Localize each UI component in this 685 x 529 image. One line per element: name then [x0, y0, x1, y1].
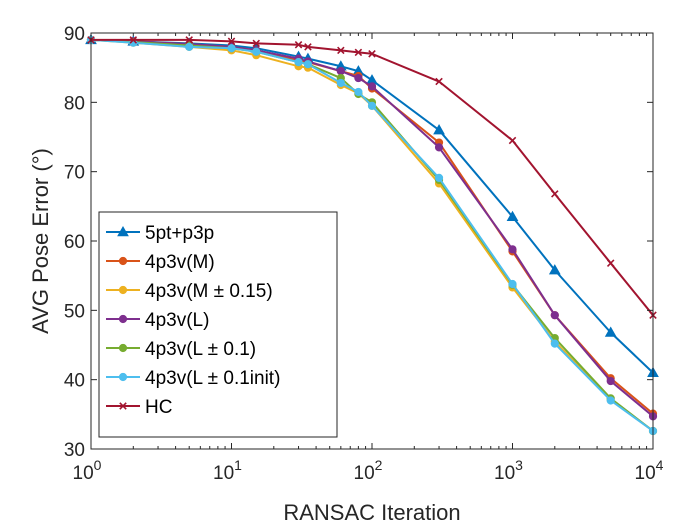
data-point [252, 39, 261, 48]
x-tick-label: 100 [73, 457, 102, 484]
data-point [129, 36, 138, 44]
legend-marker [118, 285, 128, 295]
x-tick-label: 103 [494, 457, 523, 484]
data-point [606, 259, 615, 267]
y-tick-label: 70 [64, 163, 85, 184]
legend-label: HC [145, 397, 172, 418]
legend-label: 5pt+p3p [145, 223, 214, 244]
data-point [433, 124, 445, 135]
data-point [367, 101, 377, 110]
legend-marker [118, 343, 128, 353]
x-tick-label: 101 [213, 457, 242, 484]
data-point [336, 67, 345, 76]
legend-label: 4p3v(M ± 0.15) [145, 281, 273, 302]
y-tick-label: 60 [64, 232, 85, 253]
legend: 5pt+p3p 4p3v(M) 4p3v(M ± 0.15) 4p3v(L) 4p3v(… [98, 211, 338, 438]
data-point [354, 73, 363, 83]
data-point [368, 50, 376, 58]
data-point [336, 78, 345, 88]
x-axis-title: RANSAC Iteration [283, 500, 460, 525]
data-point [604, 326, 617, 337]
data-point [185, 42, 194, 51]
x-tick-label: 104 [635, 457, 664, 484]
y-tick-label: 30 [64, 440, 85, 461]
data-point [434, 143, 444, 152]
y-tick-label: 90 [64, 24, 85, 45]
data-point [337, 46, 345, 55]
data-point [548, 264, 561, 275]
data-point [227, 44, 236, 53]
legend-marker [118, 372, 128, 382]
data-point [354, 48, 363, 57]
data-point [606, 376, 615, 386]
data-point [304, 43, 312, 51]
data-point [551, 190, 559, 198]
legend-label: 4p3v(M) [145, 252, 215, 273]
data-point [508, 245, 517, 254]
data-point [508, 136, 517, 145]
series-group [85, 33, 659, 436]
data-point [185, 36, 193, 44]
data-point [294, 58, 303, 67]
data-point [303, 60, 313, 69]
data-point [508, 279, 517, 289]
data-point [506, 210, 519, 221]
legend-marker [117, 225, 129, 237]
data-point [367, 82, 377, 91]
data-point [606, 396, 615, 405]
axes-group: 30 40 50 60 70 80 90 100 101 102 103 104 [64, 24, 664, 484]
legend-box [98, 211, 338, 438]
y-tick-label: 80 [64, 93, 85, 114]
y-tick-label: 50 [64, 301, 85, 322]
data-point [354, 87, 363, 97]
data-point [435, 77, 443, 86]
data-point [434, 173, 444, 183]
legend-label: 4p3v(L) [145, 310, 209, 331]
y-axis-title: AVG Pose Error (°) [28, 148, 53, 334]
data-point [550, 339, 559, 348]
data-point [252, 47, 261, 56]
legend-marker [119, 402, 127, 410]
data-point [550, 311, 559, 320]
y-tick-label: 40 [64, 371, 85, 392]
legend-label: 4p3v(L ± 0.1) [145, 339, 256, 360]
legend-marker [118, 314, 128, 324]
data-point [294, 41, 303, 49]
data-point [227, 37, 236, 46]
legend-label: 4p3v(L ± 0.1init) [145, 368, 280, 389]
x-tick-label: 102 [354, 457, 383, 484]
legend-marker [118, 256, 128, 266]
